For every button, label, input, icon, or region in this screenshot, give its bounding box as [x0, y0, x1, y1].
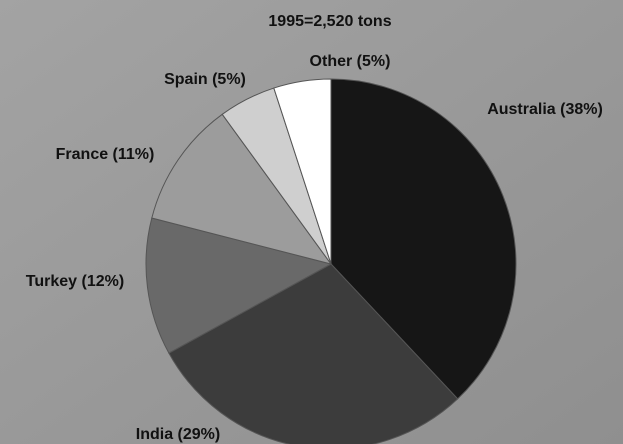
- slice-label: Australia (38%): [487, 101, 603, 118]
- pie-slice: [273, 78, 332, 265]
- chart-title: 1995=2,520 tons: [268, 13, 391, 30]
- slice-label: Spain (5%): [164, 71, 246, 88]
- slice-label: India (29%): [136, 426, 220, 443]
- pie-slice: [151, 113, 333, 265]
- slice-label: France (11%): [56, 146, 155, 163]
- pie-slice: [168, 263, 459, 444]
- slice-label: Other (5%): [310, 53, 391, 70]
- slice-label: Turkey (12%): [26, 273, 124, 290]
- pie-slice: [330, 78, 517, 400]
- pie-slice: [145, 217, 333, 354]
